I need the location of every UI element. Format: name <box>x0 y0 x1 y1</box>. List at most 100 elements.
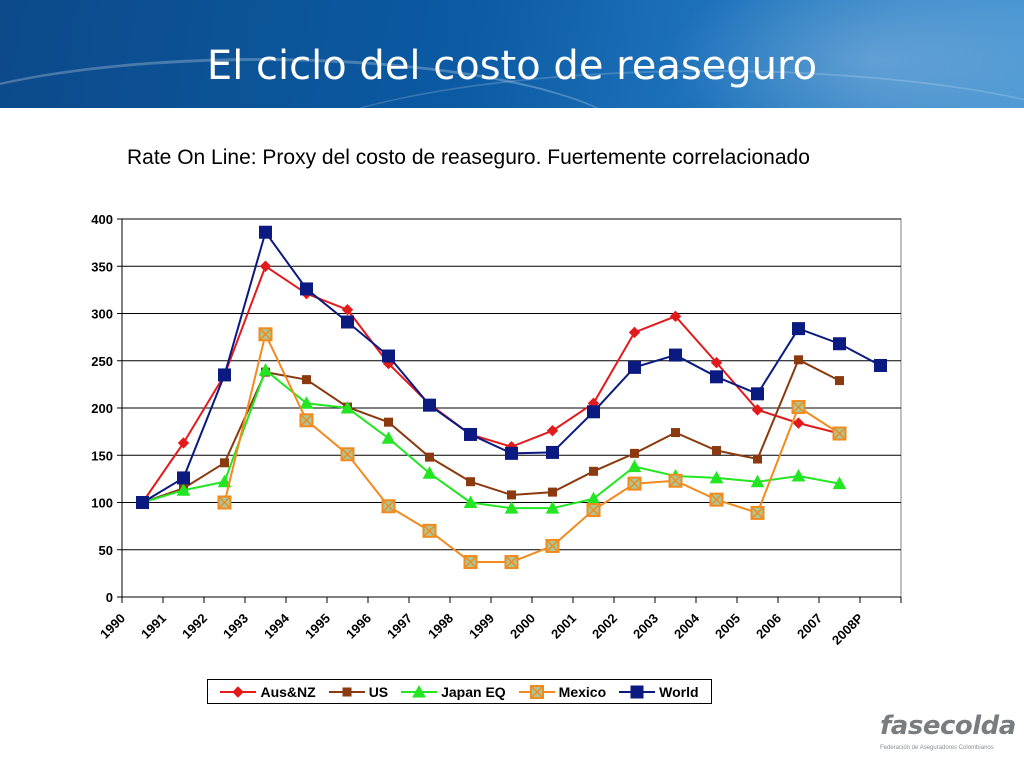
data-point <box>463 555 478 570</box>
data-point <box>340 447 355 462</box>
legend-item: Aus&NZ <box>220 684 316 700</box>
slide-title: El ciclo del costo de reaseguro <box>206 43 818 89</box>
data-point-cross <box>669 475 682 487</box>
header-wave <box>0 58 640 108</box>
data-point <box>589 466 598 476</box>
data-point <box>630 448 639 458</box>
data-point <box>217 474 232 488</box>
data-point <box>709 470 724 484</box>
data-point <box>220 458 229 468</box>
data-point <box>628 360 641 374</box>
data-point <box>792 417 805 429</box>
series-world <box>136 225 887 509</box>
y-tick-label: 250 <box>91 354 113 369</box>
series-line <box>223 331 841 564</box>
x-tick-label: 2007 <box>794 611 825 642</box>
data-point <box>341 315 354 329</box>
data-point <box>342 687 352 696</box>
data-point-cross <box>382 500 395 512</box>
data-point-cross <box>751 507 764 519</box>
data-point <box>669 348 682 362</box>
data-point <box>712 446 721 456</box>
data-point <box>548 487 557 497</box>
legend-label: Japan EQ <box>441 683 506 700</box>
data-point <box>302 375 311 385</box>
y-tick-label: 300 <box>91 307 113 322</box>
data-point <box>833 337 846 351</box>
header-wave <box>260 70 1024 108</box>
data-point <box>669 310 682 323</box>
y-tick-label: 400 <box>91 212 113 227</box>
data-point <box>381 431 396 444</box>
legend-label: US <box>368 683 389 700</box>
data-point <box>709 492 724 507</box>
data-point-cross <box>259 328 272 340</box>
legend-swatch <box>401 684 438 697</box>
x-tick-label: 1992 <box>179 611 210 642</box>
data-point <box>545 538 560 553</box>
data-point-cross <box>464 556 477 568</box>
data-point <box>466 477 475 487</box>
legend-swatch <box>518 684 555 699</box>
data-point <box>587 405 600 419</box>
legend-label: Mexico <box>558 683 607 700</box>
data-point-cross <box>833 427 846 440</box>
x-tick-label: 2002 <box>589 611 620 642</box>
x-tick-label: 2005 <box>712 611 743 642</box>
data-point <box>384 417 393 427</box>
data-point <box>627 476 642 491</box>
x-tick-label: 2006 <box>753 611 784 642</box>
data-point <box>136 496 149 509</box>
y-tick-label: 0 <box>106 590 113 605</box>
data-point <box>422 523 437 538</box>
data-point <box>586 503 601 518</box>
data-point-cross <box>300 414 313 426</box>
data-point <box>750 505 765 520</box>
y-tick-label: 200 <box>91 401 113 416</box>
data-point-cross <box>531 685 543 698</box>
data-point <box>628 326 641 339</box>
legend-swatch <box>220 685 257 698</box>
data-point <box>217 495 232 510</box>
data-point <box>232 685 245 698</box>
x-tick-label: 1997 <box>384 611 415 642</box>
y-tick-label: 100 <box>91 496 113 511</box>
logo-text: fasecolda <box>880 711 1016 741</box>
data-point <box>546 424 559 437</box>
x-tick-label: 2004 <box>671 610 703 642</box>
data-point <box>382 349 395 363</box>
x-tick-label: 1998 <box>425 611 456 642</box>
data-point-cross <box>505 556 518 568</box>
data-point-cross <box>341 448 354 460</box>
legend-label: World <box>659 683 699 700</box>
data-point <box>299 396 314 409</box>
data-point <box>751 387 764 401</box>
data-point-cross <box>546 540 559 552</box>
legend-item: Japan EQ <box>401 684 506 700</box>
data-point <box>505 446 518 460</box>
x-tick-label: 1993 <box>220 611 251 642</box>
data-point <box>463 495 478 508</box>
data-point <box>545 501 560 514</box>
data-point <box>751 404 764 416</box>
series-line <box>141 264 840 504</box>
series-line <box>142 368 840 510</box>
x-tick-label: 1999 <box>466 611 497 642</box>
data-point <box>504 501 519 514</box>
data-point <box>464 427 477 441</box>
data-point <box>176 483 191 496</box>
x-tick-label: 1990 <box>97 611 128 642</box>
data-point <box>791 400 806 415</box>
data-point <box>794 355 803 365</box>
data-point <box>835 376 844 386</box>
series-japan-eq <box>135 363 847 514</box>
y-tick-label: 150 <box>91 448 113 463</box>
data-point-cross <box>710 494 723 506</box>
data-point <box>671 428 680 438</box>
x-tick-label: 1994 <box>261 610 293 642</box>
data-point <box>425 452 434 462</box>
chart-legend: Aus&NZ US Japan EQ Mexico World <box>207 679 712 704</box>
data-point <box>874 358 887 372</box>
chart-subtitle: Rate On Line: Proxy del costo de reasegu… <box>127 146 810 169</box>
